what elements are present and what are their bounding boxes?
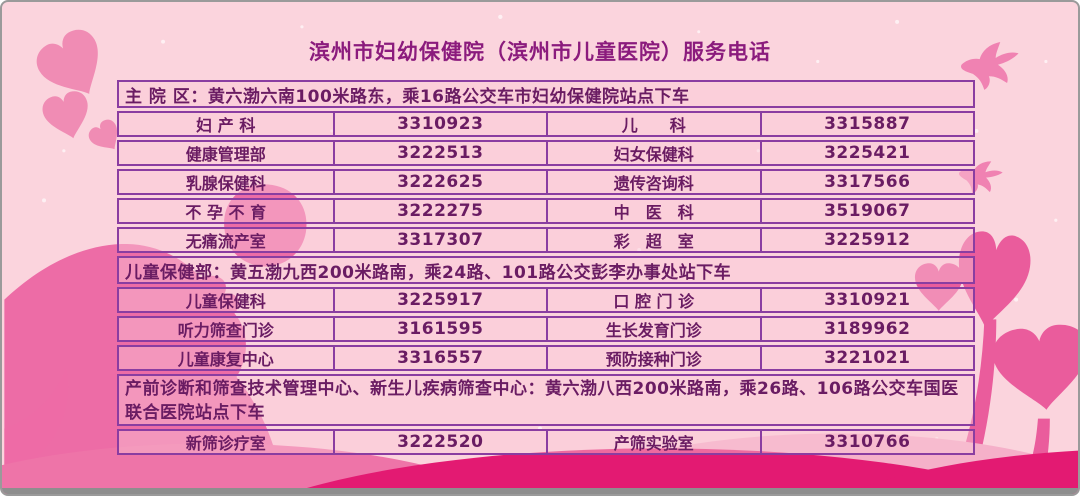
- table-row: 听力筛查门诊 3161595 生长发育门诊 3189962: [117, 316, 975, 342]
- department-cell: 儿童保健科: [185, 292, 266, 311]
- table-row: 不 孕 不 育 3222275 中 医 科 3519067: [117, 198, 975, 224]
- section-header-child-health: 儿童保健部：黄五渤九西200米路南，乘24路、101路公交彭李办事处站下车: [117, 256, 975, 284]
- department-cell: 遗传咨询科: [546, 171, 760, 193]
- phone-number-cell: 3316557: [332, 347, 547, 369]
- phone-number-cell: 3222625: [332, 171, 547, 193]
- department-cell: 健康管理部: [185, 145, 266, 164]
- phone-number-cell: 3317566: [759, 171, 974, 193]
- department-cell: 无痛流产室: [185, 232, 266, 251]
- department-cell: 中 医 科: [546, 200, 760, 222]
- department-cell: 不 孕 不 育: [185, 203, 267, 222]
- speckle-dots: [42, 14, 1058, 471]
- table-row: 健康管理部 3222513 妇女保健科 3225421: [117, 140, 975, 166]
- phone-number-cell: 3221021: [759, 347, 974, 369]
- phone-number-cell: 3225912: [759, 229, 974, 251]
- table-row: 儿童保健科 3225917 口 腔 门 诊 3310921: [117, 287, 975, 313]
- phone-number-cell: 3189962: [759, 318, 974, 340]
- bottom-border-strip: [2, 488, 1078, 494]
- department-cell: 儿童康复中心: [177, 350, 274, 369]
- phone-number-cell: 3315887: [759, 113, 974, 135]
- phone-number-cell: 3225421: [759, 142, 974, 164]
- phone-number-cell: 3317307: [332, 229, 547, 251]
- department-cell: 听力筛查门诊: [177, 321, 274, 340]
- department-cell: 彩 超 室: [546, 229, 760, 251]
- section-header-screening-center: 产前诊断和筛查技术管理中心、新生儿疾病筛查中心：黄六渤八西200米路南，乘26路…: [117, 374, 975, 426]
- phone-number-cell: 3310766: [759, 431, 974, 453]
- department-cell: 妇女保健科: [546, 142, 760, 164]
- section-header-main-campus: 主 院 区：黄六渤六南100米路东，乘16路公交车市妇幼保健院站点下车: [117, 80, 975, 108]
- department-cell: 儿 科: [546, 113, 760, 135]
- phone-number-cell: 3519067: [759, 200, 974, 222]
- department-cell: 新筛诊疗室: [185, 434, 266, 453]
- table-row: 妇 产 科 3310923 儿 科 3315887: [117, 111, 975, 137]
- department-cell: 妇 产 科: [196, 116, 256, 135]
- department-cell: 口 腔 门 诊: [546, 289, 760, 311]
- table-row: 无痛流产室 3317307 彩 超 室 3225912: [117, 227, 975, 253]
- department-cell: 产筛实验室: [546, 431, 760, 453]
- page-title: 滨州市妇幼保健院（滨州市儿童医院）服务电话: [309, 40, 771, 64]
- phone-number-cell: 3225917: [332, 289, 547, 311]
- hills: [2, 433, 1078, 494]
- department-cell: 预防接种门诊: [546, 347, 760, 369]
- table-row: 乳腺保健科 3222625 遗传咨询科 3317566: [117, 169, 975, 195]
- phone-number-cell: 3222275: [332, 200, 547, 222]
- phone-number-cell: 3161595: [332, 318, 547, 340]
- phone-directory-table: 主 院 区：黄六渤六南100米路东，乘16路公交车市妇幼保健院站点下车 妇 产 …: [117, 80, 975, 455]
- phone-number-cell: 3222520: [332, 431, 547, 453]
- table-row: 新筛诊疗室 3222520 产筛实验室 3310766: [117, 429, 975, 455]
- department-cell: 乳腺保健科: [185, 174, 266, 193]
- department-cell: 生长发育门诊: [546, 318, 760, 340]
- phone-number-cell: 3310923: [332, 113, 547, 135]
- phone-number-cell: 3310921: [759, 289, 974, 311]
- phone-number-cell: 3222513: [332, 142, 547, 164]
- table-row: 儿童康复中心 3316557 预防接种门诊 3221021: [117, 345, 975, 371]
